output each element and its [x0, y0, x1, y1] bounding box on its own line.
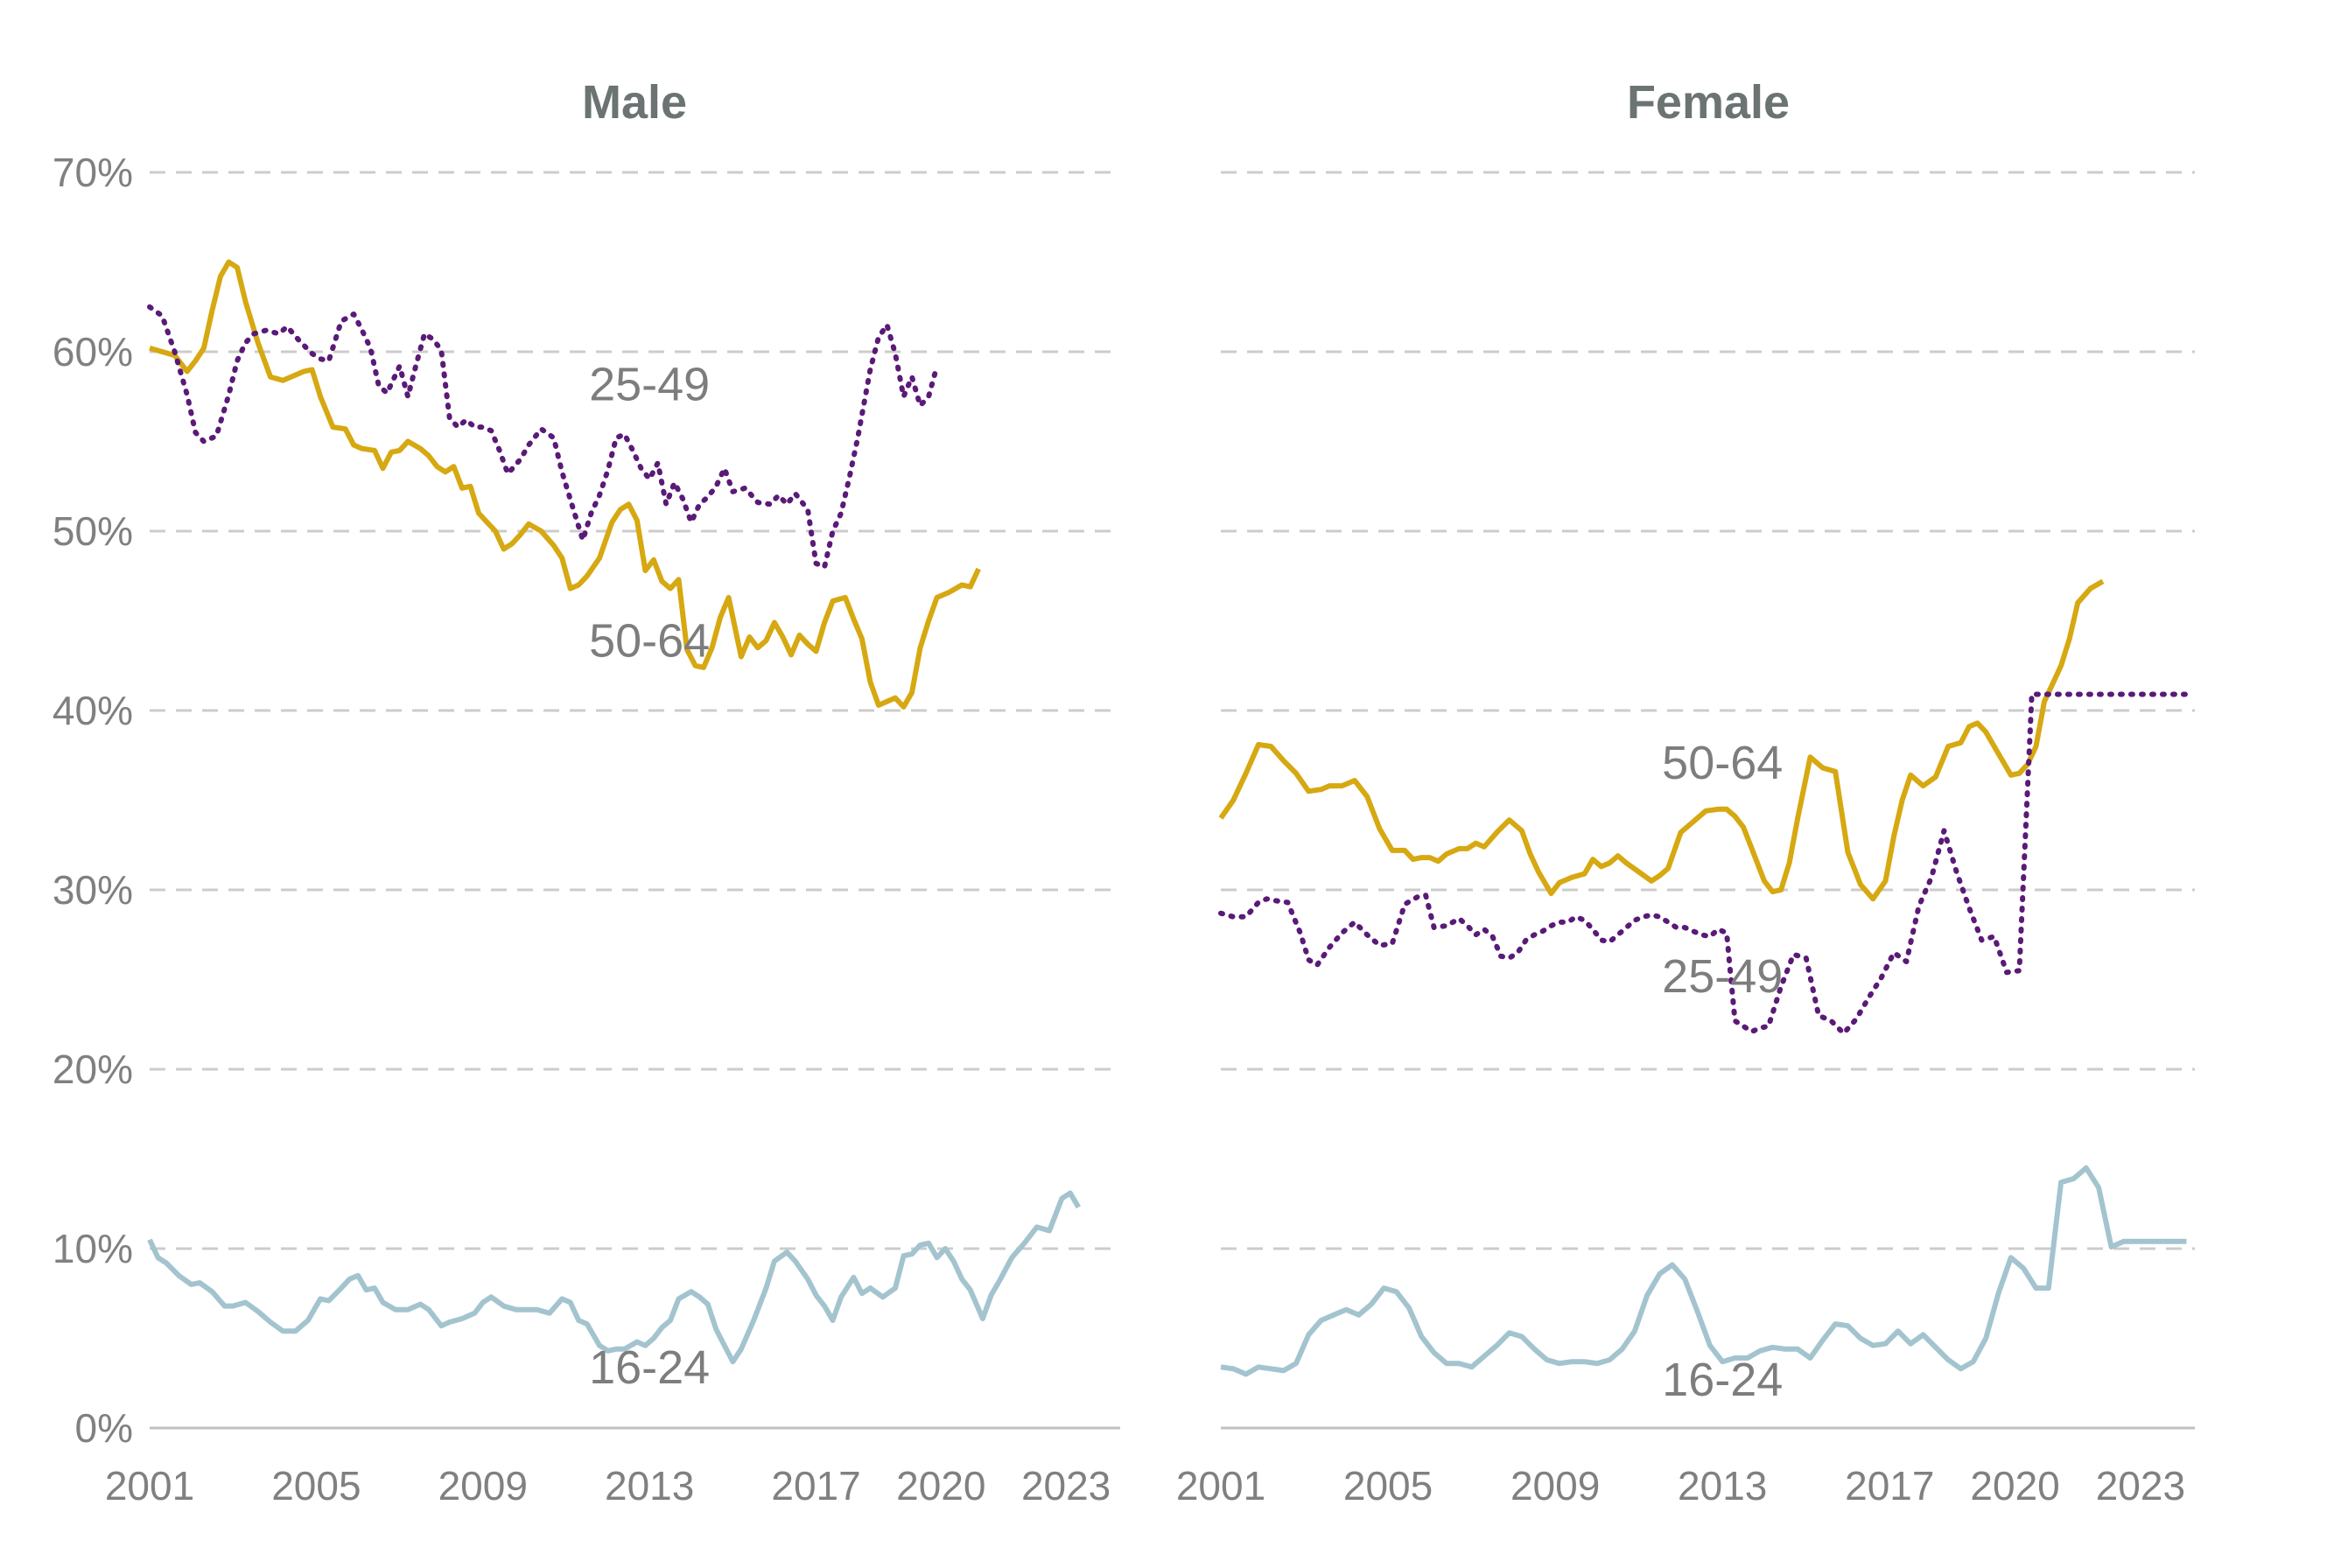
series-label-50-64: 50-64 [589, 615, 710, 668]
y-tick-label: 60% [53, 329, 133, 374]
x-tick-label: 2017 [1845, 1463, 1934, 1508]
x-tick-label: 2005 [1343, 1463, 1433, 1508]
x-tick-label: 2017 [771, 1463, 860, 1508]
x-tick-label: 2001 [1176, 1463, 1265, 1508]
y-tick-label: 70% [53, 150, 133, 195]
series-line-25-49 [1218, 691, 2190, 1036]
x-tick-label: 2005 [271, 1463, 361, 1508]
series-line-25-49 [147, 304, 940, 570]
y-tick-label: 50% [53, 508, 133, 554]
y-tick-label: 20% [53, 1046, 133, 1092]
x-tick-label: 2001 [105, 1463, 194, 1508]
y-tick-label: 10% [53, 1226, 133, 1271]
series-label-16-24: 16-24 [1662, 1354, 1783, 1406]
y-tick-label: 0% [75, 1405, 133, 1451]
y-tick-label: 30% [53, 867, 133, 913]
x-tick-label: 2020 [896, 1463, 985, 1508]
x-tick-label: 2013 [1678, 1463, 1767, 1508]
y-tick-label: 40% [53, 688, 133, 733]
panel-male: Male 2001 2005 2009 2013 2017 2020 2023 50-64 25-… [105, 76, 1120, 1508]
series-line-16-24 [1220, 1165, 2187, 1377]
x-tick-label: 2009 [438, 1463, 528, 1508]
x-tick-label: 2013 [605, 1463, 694, 1508]
x-tick-label: 2023 [2096, 1463, 2185, 1508]
panel-female: Female 2001 2005 2009 2013 2017 2020 2023 50-64 2… [1176, 76, 2195, 1508]
series-label-25-49: 25-49 [1662, 950, 1783, 1003]
series-line-50-64 [1218, 578, 2105, 902]
x-tick-label: 2020 [1970, 1463, 2059, 1508]
series-line-16-24 [147, 1190, 1081, 1365]
x-tick-label: 2023 [1021, 1463, 1111, 1508]
panel-title: Male [582, 76, 687, 129]
panel-title: Female [1627, 76, 1790, 129]
series-label-50-64: 50-64 [1662, 737, 1783, 789]
series-line-50-64 [149, 259, 981, 710]
x-tick-label: 2009 [1510, 1463, 1600, 1508]
series-label-25-49: 25-49 [589, 358, 710, 410]
series-label-16-24: 16-24 [589, 1341, 710, 1394]
